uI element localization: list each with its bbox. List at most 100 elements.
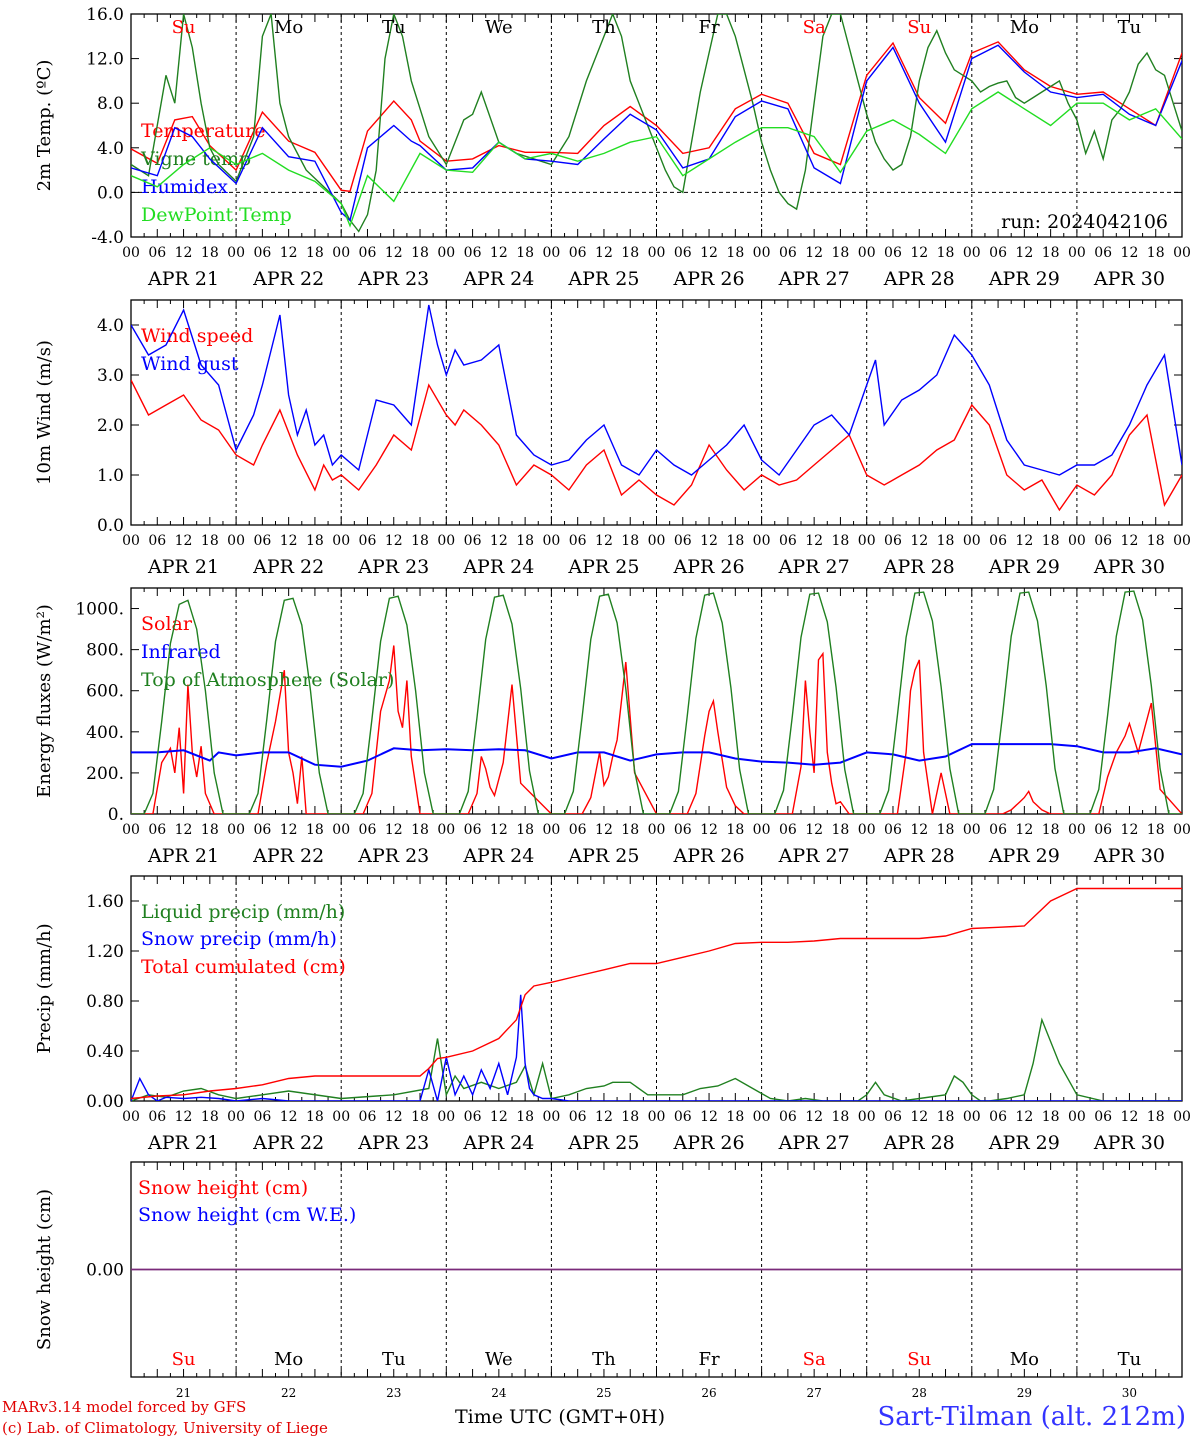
date-label: APR 27 xyxy=(778,1132,850,1154)
series-top-of-atmosphere-solar-line xyxy=(131,590,1182,814)
hour-label: 06 xyxy=(359,245,377,261)
day-name-bottom: Th xyxy=(592,1349,616,1370)
hour-label: 06 xyxy=(674,533,692,549)
day-number: 27 xyxy=(807,1386,822,1400)
series-humidex-line xyxy=(131,44,1182,222)
hour-label: 12 xyxy=(700,822,718,838)
hour-label: 12 xyxy=(700,1109,718,1125)
hour-label: 12 xyxy=(805,822,823,838)
date-label: APR 28 xyxy=(883,845,955,867)
hour-label: 18 xyxy=(832,533,850,549)
hour-label: 00 xyxy=(858,1109,876,1125)
hour-label: 06 xyxy=(674,1109,692,1125)
hour-label: 00 xyxy=(1173,822,1191,838)
date-label: APR 25 xyxy=(567,1132,639,1154)
hour-label: 12 xyxy=(385,533,403,549)
hour-label: 00 xyxy=(1068,1109,1086,1125)
hour-label: 00 xyxy=(648,822,666,838)
date-label: APR 21 xyxy=(147,268,219,290)
hour-label: 00 xyxy=(437,533,455,549)
hour-label: 12 xyxy=(805,245,823,261)
date-label: APR 26 xyxy=(673,268,745,290)
hour-label: 00 xyxy=(227,245,245,261)
date-label: APR 30 xyxy=(1093,268,1165,290)
y-tick-label: 800. xyxy=(86,641,124,661)
series-top-of-atmosphere-solar-legend: Top of Atmosphere (Solar) xyxy=(141,669,394,691)
hour-label: 18 xyxy=(516,533,534,549)
hour-label: 00 xyxy=(437,822,455,838)
day-number: 21 xyxy=(176,1386,191,1400)
hour-label: 00 xyxy=(122,822,140,838)
hour-label: 06 xyxy=(1094,822,1112,838)
hour-label: 00 xyxy=(542,533,560,549)
hour-label: 18 xyxy=(411,822,429,838)
series-liquid-precip-mm-h-legend: Liquid precip (mm/h) xyxy=(141,901,345,923)
hour-label: 12 xyxy=(595,533,613,549)
hour-label: 06 xyxy=(569,1109,587,1125)
series-temperature-legend: Temperature xyxy=(141,120,265,142)
hour-label: 00 xyxy=(648,245,666,261)
series-wind-speed-line xyxy=(131,379,1182,512)
date-label: APR 29 xyxy=(988,1132,1060,1154)
hour-label: 06 xyxy=(989,822,1007,838)
hour-label: 18 xyxy=(937,533,955,549)
y-tick-label: 1.60 xyxy=(86,892,124,912)
date-label: APR 30 xyxy=(1093,556,1165,578)
date-label: APR 29 xyxy=(988,845,1060,867)
date-label: APR 26 xyxy=(673,845,745,867)
hour-label: 00 xyxy=(227,533,245,549)
hour-label: 00 xyxy=(542,822,560,838)
hour-label: 00 xyxy=(332,533,350,549)
y-tick-label: 3.0 xyxy=(97,366,124,386)
y-tick-label: 0. xyxy=(108,805,124,825)
day-name-top: Su xyxy=(172,17,196,38)
series-infrared-legend: Infrared xyxy=(141,641,221,663)
series-temperature-line xyxy=(131,41,1182,193)
series-snow-height-cm-legend: Snow height (cm) xyxy=(138,1177,308,1199)
hour-label: 06 xyxy=(464,822,482,838)
panel-4: 0.00 0.40 0.80 1.20 1.60 Precip (mm/h) Liquid … xyxy=(34,875,1191,1154)
hour-label: 12 xyxy=(1121,822,1139,838)
hour-label: 06 xyxy=(253,533,271,549)
hour-label: 06 xyxy=(884,822,902,838)
hour-label: 00 xyxy=(858,245,876,261)
date-label: APR 29 xyxy=(988,268,1060,290)
hour-label: 00 xyxy=(963,822,981,838)
hour-label: 12 xyxy=(1015,1109,1033,1125)
hour-label: 06 xyxy=(1094,245,1112,261)
y-axis-title: Precip (mm/h) xyxy=(34,923,55,1053)
hour-label: 12 xyxy=(280,533,298,549)
hour-label: 00 xyxy=(858,822,876,838)
hour-label: 00 xyxy=(753,1109,771,1125)
hour-label: 06 xyxy=(253,1109,271,1125)
hour-label: 12 xyxy=(175,533,193,549)
hour-label: 18 xyxy=(411,533,429,549)
y-tick-label: 0.80 xyxy=(86,992,124,1012)
hour-label: 12 xyxy=(490,822,508,838)
hour-label: 00 xyxy=(542,245,560,261)
day-name-top: Fr xyxy=(699,17,720,38)
hour-label: 18 xyxy=(516,822,534,838)
hour-label: 18 xyxy=(937,245,955,261)
hour-label: 18 xyxy=(1042,822,1060,838)
hour-label: 12 xyxy=(910,533,928,549)
hour-label: 12 xyxy=(490,245,508,261)
day-name-bottom: Sa xyxy=(803,1349,826,1370)
day-number: 30 xyxy=(1122,1386,1137,1400)
hour-label: 18 xyxy=(937,1109,955,1125)
y-tick-label: 1.20 xyxy=(86,942,124,962)
hour-label: 06 xyxy=(779,533,797,549)
hour-label: 18 xyxy=(1042,245,1060,261)
hour-label: 12 xyxy=(490,1109,508,1125)
hour-label: 12 xyxy=(385,245,403,261)
hour-label: 12 xyxy=(280,1109,298,1125)
hour-label: 12 xyxy=(700,533,718,549)
station-name: Sart-Tilman (alt. 212m) xyxy=(877,1402,1186,1432)
y-tick-label: 16.0 xyxy=(86,5,124,25)
hour-label: 00 xyxy=(122,1109,140,1125)
series-wind-speed-legend: Wind speed xyxy=(141,325,253,347)
hour-label: 12 xyxy=(595,822,613,838)
hour-label: 18 xyxy=(621,245,639,261)
series-solar-legend: Solar xyxy=(141,613,193,635)
